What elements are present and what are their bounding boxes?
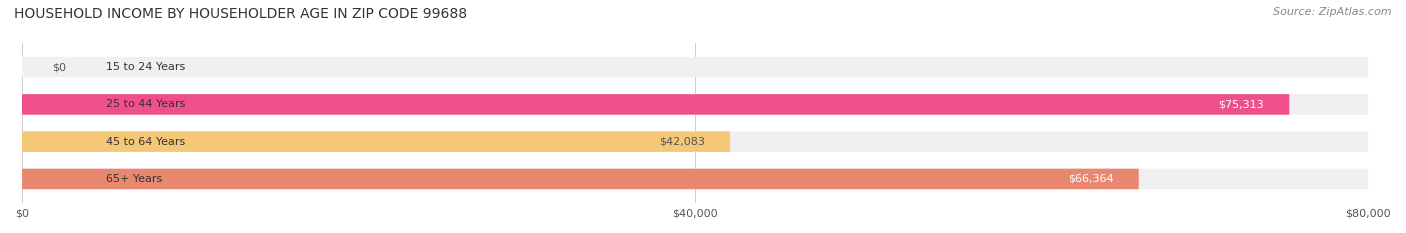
FancyBboxPatch shape (22, 131, 1368, 152)
FancyBboxPatch shape (22, 94, 1368, 115)
FancyBboxPatch shape (22, 169, 1368, 189)
Text: 15 to 24 Years: 15 to 24 Years (105, 62, 186, 72)
FancyBboxPatch shape (22, 57, 1368, 77)
FancyBboxPatch shape (22, 94, 1289, 115)
Text: $75,313: $75,313 (1219, 99, 1264, 110)
Text: HOUSEHOLD INCOME BY HOUSEHOLDER AGE IN ZIP CODE 99688: HOUSEHOLD INCOME BY HOUSEHOLDER AGE IN Z… (14, 7, 467, 21)
Text: $0: $0 (52, 62, 66, 72)
Text: Source: ZipAtlas.com: Source: ZipAtlas.com (1274, 7, 1392, 17)
FancyBboxPatch shape (22, 131, 730, 152)
Text: 25 to 44 Years: 25 to 44 Years (105, 99, 186, 110)
Text: 45 to 64 Years: 45 to 64 Years (105, 137, 186, 147)
FancyBboxPatch shape (22, 169, 1139, 189)
Text: $42,083: $42,083 (659, 137, 704, 147)
Text: 65+ Years: 65+ Years (105, 174, 162, 184)
Text: $66,364: $66,364 (1069, 174, 1114, 184)
